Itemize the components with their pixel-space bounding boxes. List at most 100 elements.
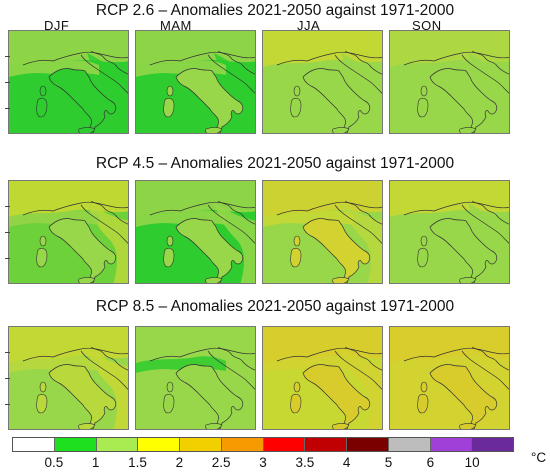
colorbar-swatch	[138, 438, 180, 451]
y-tick	[5, 82, 10, 83]
map-panel-rcp45-mam	[135, 180, 256, 284]
corsica-outline	[39, 235, 47, 247]
balkan-coast	[471, 50, 509, 75]
colorbar-swatch	[305, 438, 347, 451]
adriatic-coast	[334, 204, 382, 244]
balkan-coast	[90, 50, 128, 75]
alps-border	[403, 347, 509, 362]
sardinia-outline	[417, 97, 429, 118]
map-panel-rcp45-jja	[262, 180, 383, 284]
italy-outline	[429, 218, 498, 283]
colorbar-tick-label: 10	[464, 455, 480, 470]
season-label-djf: DJF	[44, 18, 70, 33]
north-region	[390, 181, 509, 217]
y-tick	[5, 56, 10, 57]
corsica-outline	[420, 235, 428, 247]
balkan-coast	[90, 200, 128, 225]
north-region	[263, 327, 382, 363]
colorbar-swatch	[96, 438, 139, 451]
sicily-outline	[332, 423, 350, 429]
corsica-outline	[166, 235, 174, 247]
map-svg	[263, 181, 382, 283]
alps-border	[22, 347, 128, 362]
corsica-outline	[420, 85, 428, 97]
sardinia-outline	[36, 393, 48, 414]
map-svg	[136, 181, 255, 283]
sicily-outline	[205, 127, 223, 133]
corsica-outline	[166, 381, 174, 393]
map-svg	[390, 181, 509, 283]
map-svg	[263, 327, 382, 429]
north-region	[136, 31, 255, 67]
colorbar-swatch	[180, 438, 222, 451]
sardinia-outline	[36, 247, 48, 268]
sicily-outline	[459, 277, 477, 283]
row-title-rcp26: RCP 2.6 – Anomalies 2021-2050 against 19…	[95, 2, 455, 19]
colorbar-swatch	[430, 438, 473, 451]
map-panel-rcp85-jja	[262, 326, 383, 430]
colorbar-swatch	[347, 438, 389, 451]
row-title-rcp85: RCP 8.5 – Anomalies 2021-2050 against 19…	[95, 298, 455, 315]
sardinia-outline	[163, 247, 175, 268]
adriatic-coast	[207, 350, 255, 390]
y-tick	[5, 232, 10, 233]
colorbar-swatch	[263, 438, 306, 451]
adriatic-coast	[207, 54, 255, 94]
map-panel-rcp26-son	[389, 30, 510, 134]
italy-outline	[175, 364, 244, 429]
italy-outline	[48, 68, 117, 133]
sicily-outline	[205, 423, 223, 429]
balkan-coast	[217, 200, 255, 225]
colorbar-swatch	[221, 438, 264, 451]
season-label-jja: JJA	[297, 18, 321, 33]
colorbar-tick-label: 1.5	[128, 455, 147, 470]
alps-border	[403, 201, 509, 216]
alps-border	[22, 51, 128, 66]
balkan-coast	[217, 50, 255, 75]
corsica-outline	[39, 85, 47, 97]
y-tick	[5, 378, 10, 379]
colorbar-tick-label: 4	[342, 455, 351, 470]
alps-border	[149, 201, 255, 216]
sardinia-outline	[417, 247, 429, 268]
season-label-mam: MAM	[160, 18, 192, 33]
balkan-coast	[471, 200, 509, 225]
sicily-outline	[332, 127, 350, 133]
sicily-outline	[78, 277, 96, 283]
colorbar-swatch	[13, 438, 55, 451]
colorbar-swatch	[388, 438, 431, 451]
sicily-outline	[459, 423, 477, 429]
adriatic-coast	[80, 350, 128, 390]
italy-outline	[48, 364, 117, 429]
sardinia-outline	[417, 393, 429, 414]
north-region	[9, 181, 128, 217]
y-tick	[5, 108, 10, 109]
italy-outline	[429, 364, 498, 429]
italy-outline	[175, 218, 244, 283]
italy-outline	[48, 218, 117, 283]
colorbar-tick-label: 2.5	[211, 455, 231, 470]
sardinia-outline	[36, 97, 48, 118]
map-panel-rcp45-djf	[8, 180, 129, 284]
map-svg	[390, 31, 509, 133]
y-tick	[5, 352, 10, 353]
y-tick	[5, 258, 10, 259]
balkan-coast	[344, 346, 382, 371]
alps-border	[403, 51, 509, 66]
map-svg	[136, 327, 255, 429]
corsica-outline	[293, 85, 301, 97]
map-panel-rcp45-son	[389, 180, 510, 284]
colorbar-tick-label: 6	[426, 455, 435, 470]
sicily-outline	[332, 277, 350, 283]
sardinia-outline	[163, 393, 175, 414]
sardinia-outline	[290, 393, 302, 414]
adriatic-coast	[461, 204, 509, 244]
map-svg	[263, 31, 382, 133]
colorbar-swatch	[472, 438, 513, 451]
map-svg	[9, 31, 128, 133]
colorbar-tick-label: 2	[175, 455, 184, 470]
north-region	[263, 181, 382, 217]
italy-outline	[302, 218, 371, 283]
map-panel-rcp26-mam	[135, 30, 256, 134]
balkan-coast	[344, 50, 382, 75]
